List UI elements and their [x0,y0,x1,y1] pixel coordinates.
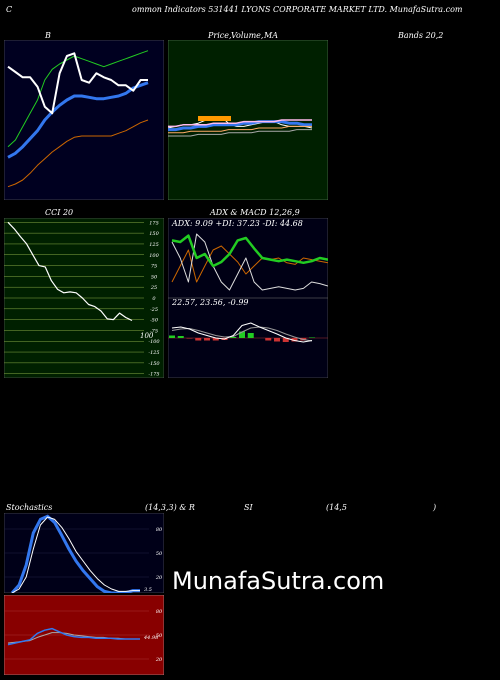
cci-tick-label: 125 [149,242,159,248]
macd-signal-line [171,326,313,342]
adx-values: ADX: 9.09 +DI: 37.23 -DI: 44.68 [172,219,303,228]
cci-tick-label: 75 [151,264,157,270]
cci-tick-label: -25 [150,307,158,313]
rsi-tick-label: 20 [155,657,163,663]
price-ma-line-3 [168,119,312,128]
rsi-signal-line [7,632,140,644]
cci-tick-label: -150 [148,361,160,367]
price-ma-line-2 [168,125,312,134]
cci-tick-label: 150 [149,231,159,237]
rsi-line [7,627,140,646]
macd-hist-bar [309,337,315,338]
volume-bar [198,116,231,121]
rsi-value-label: 44.98 [143,635,158,641]
macd-hist-bar [247,333,254,338]
cci-tick-label: -175 [148,372,159,378]
cci-value-label: 100 [140,332,154,340]
bb-lower-band [7,119,149,188]
macd-hist-bar [204,338,210,341]
cci-tick-label: -50 [150,318,159,324]
stoch-tick-label: 20 [155,575,163,581]
macd-hist-bar [282,338,289,342]
header-c: C [6,5,13,14]
cci-label: CCI 20 [45,208,74,217]
stoch-d-line [11,516,140,593]
adx-line [171,234,328,268]
bands-label: Bands 20,2 [398,31,444,40]
cci-tick-label: 175 [149,220,159,226]
macd-hist-bar [230,337,237,338]
cci-chart: 175 150 125 100 75 50 25 0 -25 -50 -75 -100 -125 -150… [4,218,164,378]
stochastics-chart: 80 50 20 3.5 [4,513,164,593]
brand-watermark: MunafaSutra.com [172,567,385,595]
adx-macd-label: ADX & MACD 12,26,9 [210,208,300,217]
rsi-tick-label: 50 [156,633,163,639]
price-chart [168,40,328,200]
stoch-label-b: (14,3,3) & R [145,503,195,512]
stoch-label-a: Stochastics [6,503,53,512]
cci-tick-label: 0 [152,296,156,302]
macd-hist-bar [212,338,219,341]
stoch-tick-label: 80 [156,527,163,533]
macd-hist-bar [291,338,298,342]
macd-hist-bar [274,338,280,342]
cci-tick-label: 25 [150,285,157,291]
macd-hist-bar [239,331,245,338]
cci-tick-label: 100 [149,253,159,259]
cci-tick-label: -100 [148,339,160,345]
stoch-label-e: ) [433,503,437,512]
price-label-b: Volume, [231,31,264,40]
rsi-chart: 80 50 20 44.98 [4,595,164,675]
stoch-tick-label: 50 [156,551,163,557]
rsi-tick-label: 80 [156,609,163,615]
stoch-label-d: (14,5 [326,503,347,512]
price-ma-line-1 [168,120,312,132]
macd-line [171,322,313,343]
cci-tick-label: -125 [148,350,159,356]
bb-price-line [7,52,148,115]
macd-values: 22.57, 23.56, -0.99 [172,298,249,307]
macd-hist-bar [186,338,193,339]
cci-tick-label: 50 [151,274,158,280]
adx-plus-di [171,233,328,291]
macd-chart [168,298,328,378]
macd-hist-bar [265,338,272,341]
stoch-label-c: SI [244,503,253,512]
header-title: ommon Indicators 531441 LYONS CORPORATE … [132,5,463,14]
price-label-c: MA [264,31,278,40]
macd-hist-bar [177,336,184,338]
macd-hist-bar [169,335,175,338]
cci-tick-label: -75 [150,328,158,334]
macd-hist-bar [195,338,202,341]
bb-label: B [45,31,51,40]
stoch-k-line [10,514,140,593]
bollinger-chart [4,40,164,200]
price-label-a: Price, [208,31,232,40]
cci-line [7,221,133,322]
price-ma-line-4 [168,129,312,137]
bb-upper-band [7,50,149,148]
adx-chart [168,218,328,298]
stoch-value-label: 3.5 [144,587,152,593]
bb-middle-band [7,81,149,159]
